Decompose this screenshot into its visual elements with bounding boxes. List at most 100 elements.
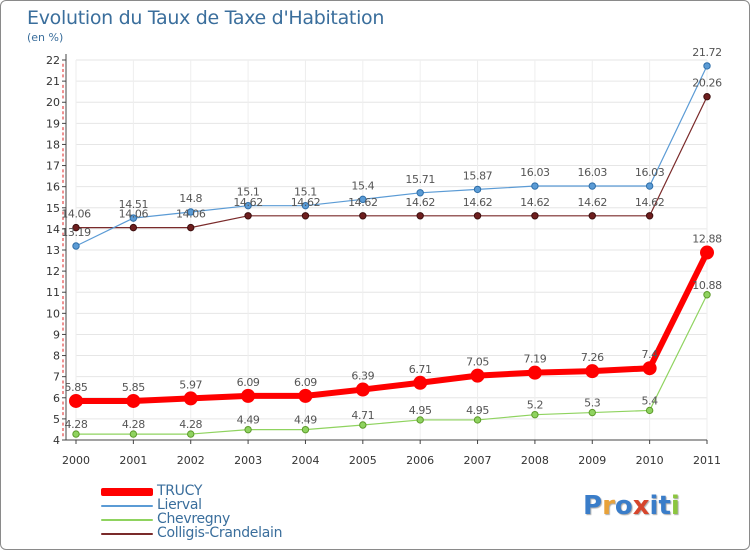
legend-swatch (101, 533, 153, 535)
data-point (703, 291, 711, 299)
data-label: 6.39 (351, 370, 374, 383)
data-point (355, 382, 370, 397)
data-label: 14.06 (176, 208, 206, 221)
data-point (301, 201, 310, 210)
data-label: 15.87 (463, 169, 493, 182)
x-tick-label: 2000 (62, 454, 90, 467)
legend-label: Lierval (157, 497, 202, 513)
x-tick-label: 2004 (291, 454, 319, 467)
data-label: 4.49 (294, 414, 317, 427)
legend-swatch (101, 488, 153, 496)
data-point (301, 425, 310, 434)
data-label: 12.88 (692, 233, 722, 246)
data-point (585, 364, 600, 379)
y-tick-label: 8 (53, 350, 60, 363)
data-point (244, 212, 252, 220)
data-label: 7.19 (523, 353, 546, 366)
y-tick-label: 10 (46, 307, 60, 320)
data-label: 15.1 (237, 186, 260, 199)
data-label: 14.62 (635, 196, 665, 209)
chart-title: Evolution du Taux de Taxe d'Habitation (27, 7, 385, 29)
data-label: 16.03 (635, 166, 665, 179)
y-tick-label: 7 (53, 371, 60, 384)
data-point (470, 368, 485, 383)
data-label: 4.71 (351, 409, 374, 422)
y-tick-label: 21 (46, 75, 60, 88)
data-label: 4.28 (179, 418, 202, 431)
legend-swatch (101, 519, 153, 521)
data-point (588, 182, 596, 190)
series-line-lierval (75, 65, 708, 247)
x-tick-label: 2001 (119, 454, 147, 467)
legend-swatch (101, 505, 153, 507)
x-tick-label: 2008 (521, 454, 549, 467)
legend-label: TRUCY (157, 483, 203, 499)
y-tick-label: 18 (46, 138, 60, 151)
y-tick-label: 11 (46, 286, 60, 299)
data-point (187, 208, 195, 216)
series-line-chevregny (75, 294, 708, 435)
data-point (301, 212, 310, 220)
data-point (244, 425, 252, 434)
data-label: 6.09 (237, 376, 260, 389)
data-label: 7.05 (466, 356, 489, 369)
x-tick-label: 2011 (693, 454, 721, 467)
data-point (416, 189, 424, 197)
data-point (703, 93, 711, 101)
legend-label: Chevregny (157, 511, 230, 527)
y-tick-label: 6 (53, 392, 60, 405)
data-point (359, 195, 367, 204)
data-point (473, 185, 482, 194)
data-label: 13.19 (61, 226, 91, 239)
x-tick-label: 2003 (234, 454, 262, 467)
data-label: 14.62 (291, 196, 321, 209)
data-label: 14.62 (520, 196, 550, 209)
data-label: 4.28 (122, 418, 145, 431)
data-label: 5.4 (641, 394, 658, 407)
data-point (187, 223, 195, 232)
data-label: 7.26 (581, 351, 604, 364)
x-tick-label: 2005 (349, 454, 377, 467)
y-tick-label: 19 (46, 117, 60, 130)
data-label: 14.06 (61, 208, 91, 221)
data-label: 5.85 (122, 381, 145, 394)
data-point (645, 182, 654, 190)
y-tick-label: 4 (53, 434, 60, 447)
data-label: 15.4 (351, 179, 374, 192)
data-label: 14.62 (463, 196, 493, 209)
series-line-colligis-crandelain (75, 96, 708, 229)
x-tick-label: 2007 (464, 454, 492, 467)
y-tick-label: 20 (46, 96, 60, 109)
data-label: 16.03 (520, 166, 550, 179)
data-point (531, 182, 539, 190)
data-label: 14.62 (405, 196, 435, 209)
data-label: 14.62 (578, 196, 608, 209)
data-label: 15.71 (405, 173, 435, 186)
data-point (298, 388, 313, 403)
y-tick-label: 5 (53, 413, 60, 426)
data-point (527, 365, 542, 380)
legend-label: Colligis-Crandelain (157, 525, 283, 541)
data-point (416, 212, 424, 220)
x-tick-label: 2009 (578, 454, 606, 467)
data-label: 14.62 (233, 196, 263, 209)
y-tick-label: 13 (46, 244, 60, 257)
y-tick-label: 15 (46, 202, 60, 215)
data-label: 14.62 (348, 196, 378, 209)
data-point (244, 201, 252, 210)
data-point (129, 430, 138, 438)
data-label: 20.26 (692, 77, 722, 90)
data-label: 7.4 (641, 348, 658, 361)
data-label: 4.95 (409, 404, 432, 417)
data-point (416, 416, 424, 424)
data-point (183, 391, 198, 406)
data-point (72, 242, 80, 250)
data-label: 4.95 (466, 404, 489, 417)
data-point (531, 212, 539, 220)
data-point (129, 214, 138, 222)
data-label: 21.72 (692, 46, 722, 59)
data-label: 5.3 (584, 397, 601, 410)
y-tick-label: 9 (53, 328, 60, 341)
data-point (700, 245, 714, 260)
